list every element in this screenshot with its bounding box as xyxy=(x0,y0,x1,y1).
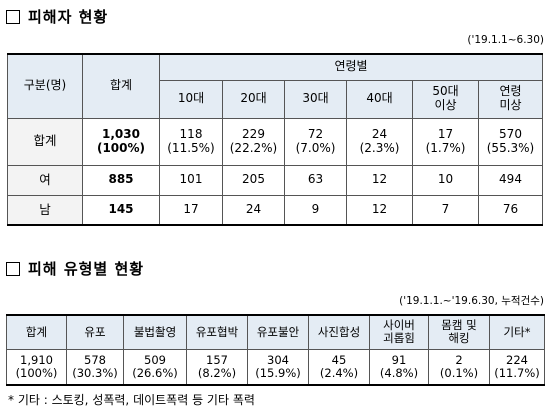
header-total: 합계 xyxy=(82,53,160,119)
type-value: 91 (4.8%) xyxy=(369,348,429,386)
row-label: 남 xyxy=(7,194,83,226)
type-header: 몸캠 및 해킹 xyxy=(428,314,490,350)
table-cell: 17 (1.7%) xyxy=(412,117,479,166)
table-cell: 12 xyxy=(346,164,413,196)
section2-title: 피해 유형별 현황 xyxy=(6,258,144,279)
type-header: 사이버 괴롭힘 xyxy=(369,314,429,350)
type-header: 불법촬영 xyxy=(123,314,187,350)
table-cell: 17 xyxy=(159,194,223,226)
checkbox-icon xyxy=(6,9,20,24)
table-cell: 24 xyxy=(222,194,285,226)
type-value: 224 (11.7%) xyxy=(489,348,545,386)
table-cell: 494 xyxy=(478,164,543,196)
table-cell: 76 xyxy=(478,194,543,226)
type-header: 합계 xyxy=(6,314,67,350)
type-value: 1,910 (100%) xyxy=(6,348,67,386)
header-age-1: 20대 xyxy=(222,79,285,119)
checkbox-icon xyxy=(6,261,20,276)
type-header: 유포 xyxy=(66,314,124,350)
section1-date-note: ('19.1.1~6.30) xyxy=(467,34,544,46)
table-cell: 7 xyxy=(412,194,479,226)
type-value: 509 (26.6%) xyxy=(123,348,187,386)
table-cell: 229 (22.2%) xyxy=(222,117,285,166)
table-cell: 118 (11.5%) xyxy=(159,117,223,166)
type-value: 45 (2.4%) xyxy=(308,348,370,386)
header-age-group: 연령별 xyxy=(159,53,543,81)
header-age-0: 10대 xyxy=(159,79,223,119)
type-value: 157 (8.2%) xyxy=(186,348,248,386)
table-cell: 12 xyxy=(346,194,413,226)
type-header: 기타* xyxy=(489,314,545,350)
table-cell: 63 xyxy=(284,164,347,196)
table-cell: 101 xyxy=(159,164,223,196)
section1-title-text: 피해자 현황 xyxy=(28,8,109,26)
type-header: 유포불안 xyxy=(247,314,309,350)
table-cell: 72 (7.0%) xyxy=(284,117,347,166)
header-age-3: 40대 xyxy=(346,79,413,119)
type-header: 사진합성 xyxy=(308,314,370,350)
footnote: * 기타 : 스토킹, 성폭력, 데이트폭력 등 기타 폭력 xyxy=(8,393,255,407)
table-cell: 570 (55.3%) xyxy=(478,117,543,166)
type-value: 578 (30.3%) xyxy=(66,348,124,386)
section2-title-text: 피해 유형별 현황 xyxy=(28,260,145,278)
type-value: 304 (15.9%) xyxy=(247,348,309,386)
table-cell: 24 (2.3%) xyxy=(346,117,413,166)
type-header: 유포협박 xyxy=(186,314,248,350)
header-age-2: 30대 xyxy=(284,79,347,119)
row-label: 여 xyxy=(7,164,83,196)
row-label: 합계 xyxy=(7,117,83,166)
header-category: 구분(명) xyxy=(7,53,83,119)
victim-status-table: 구분(명) 합계 연령별 10대 20대 30대 40대 50대 이상 연령 미상 합계 1,0… xyxy=(7,53,543,226)
table-cell: 9 xyxy=(284,194,347,226)
type-value: 2 (0.1%) xyxy=(428,348,490,386)
section1-title: 피해자 현황 xyxy=(6,6,108,27)
damage-type-table: 합계 유포 불법촬영 유포협박 유포불안 사진합성 사이버 괴롭힘 몸캠 및 해킹 기타* 1,91… xyxy=(6,314,545,386)
header-age-5: 연령 미상 xyxy=(478,79,543,119)
row-total: 1,030 (100%) xyxy=(82,117,160,166)
header-age-4: 50대 이상 xyxy=(412,79,479,119)
row-total: 145 xyxy=(82,194,160,226)
table-cell: 205 xyxy=(222,164,285,196)
table-cell: 10 xyxy=(412,164,479,196)
row-total: 885 xyxy=(82,164,160,196)
section2-date-note: ('19.1.1.~'19.6.30, 누적건수) xyxy=(399,295,544,307)
